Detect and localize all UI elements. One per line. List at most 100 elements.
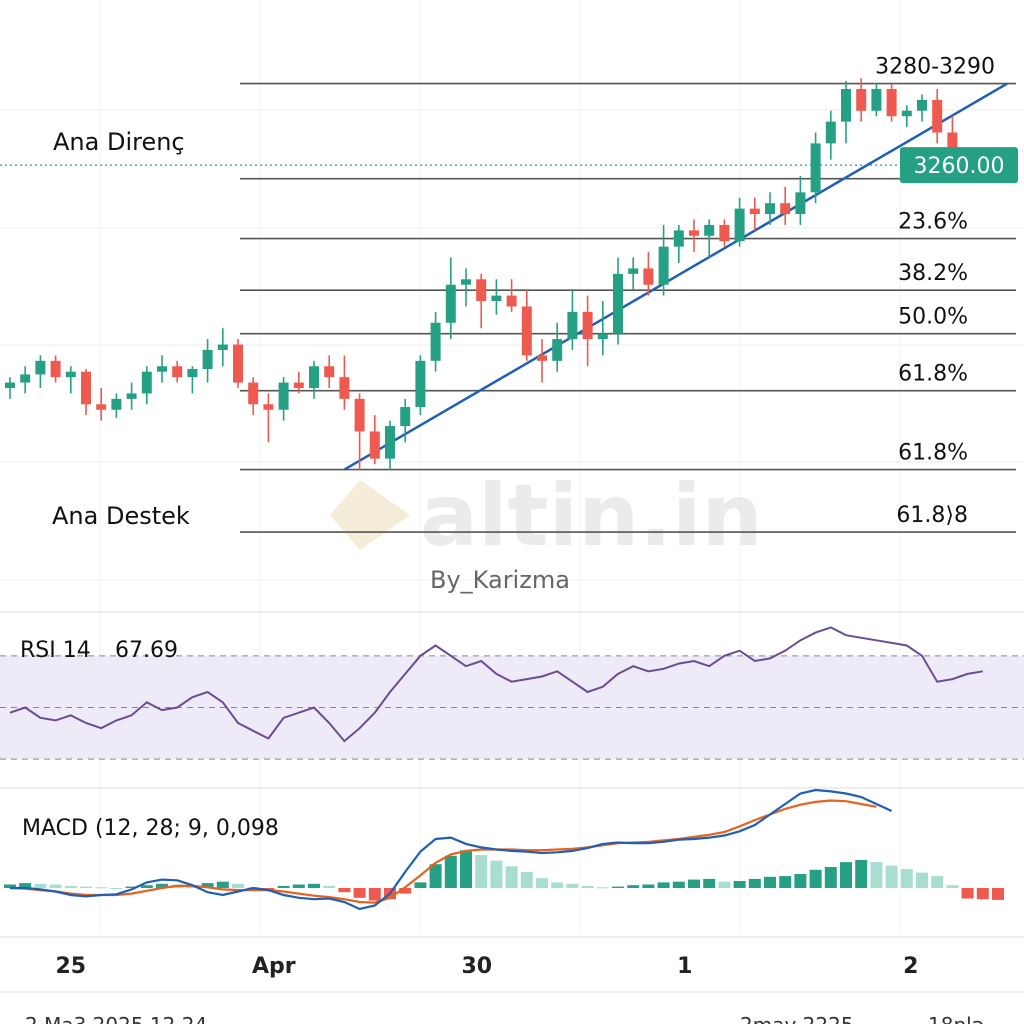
candle-body [567,311,578,340]
candle-body [415,360,426,408]
candle-body [704,224,715,236]
candle-body [461,279,471,285]
candle-body [430,322,441,361]
macd-histogram-bar [201,883,214,888]
candle-body [217,344,228,350]
macd-histogram-bar [80,886,92,888]
resistance-label: Ana Direnç [53,128,185,156]
trendline [343,82,1008,471]
rsi-value: 67.69 [115,638,178,663]
macd-histogram-bar [19,883,32,888]
byline-label: By_Karizma [430,566,570,594]
macd-histogram-bar [216,881,229,888]
level-label: 23.6% [898,210,968,235]
candle-body [187,368,198,378]
candle-body [856,89,867,111]
macd-histogram-bar [931,876,944,888]
macd-histogram-bar [277,885,290,888]
candle-body [385,426,395,459]
macd-histogram-bar [779,876,792,888]
x-axis-tick-label: Apr [252,954,296,979]
macd-histogram-bar [399,888,412,894]
macd-histogram-bar [308,883,320,888]
candle-body [689,230,699,236]
macd-histogram-bar [292,884,305,888]
macd-histogram-bar [596,887,609,889]
candle-body [810,143,821,193]
candle-body [582,311,593,340]
macd-histogram-bar [64,885,77,888]
candle-body [825,121,836,144]
macd-histogram-bar [718,881,731,888]
candle-body [35,360,46,375]
candle-body [491,295,502,302]
macd-histogram-bar [672,881,685,888]
macd-histogram-bar [992,888,1004,900]
macd-histogram-bar [110,888,123,889]
rsi-title: RSI 14 [20,638,91,663]
macd-histogram-bar [490,860,503,888]
macd-histogram-bar [809,869,822,888]
candle-body [263,404,274,410]
candle-body [369,431,380,459]
price-levels: 3280-3290 23.6% 38.2% 50.0% 61.8% 61.8% 61.8⟩8 [240,55,1016,533]
candle-body [50,360,61,378]
level-label: 3280-3290 [875,55,995,80]
macd-histogram-bar [156,883,168,888]
candle-body [248,382,259,405]
candle-body [521,306,532,356]
candle-body [126,393,137,399]
candle-body [552,339,563,361]
candle-body [96,404,107,410]
candle-body [613,273,623,334]
macd-histogram-bar [232,883,244,888]
level-label: 61.8% [898,362,968,387]
candle-body [202,349,213,369]
candle-body [537,355,547,361]
candle-body [293,382,304,388]
footer-extra: 18plə [928,1013,984,1024]
macd-histogram-bar [885,865,898,888]
current-price-badge [900,147,1018,184]
macd-histogram-bar [703,878,716,888]
macd-histogram-bar [444,855,457,888]
macd-signal-line [9,799,877,904]
candle-body [172,366,183,378]
candle-body [734,208,745,242]
footer-date-left: 2 Ma3 2025 12.24 [25,1013,207,1024]
candle-body [795,192,806,215]
macd-histogram-bar [642,884,655,888]
candle-body [65,371,76,378]
candle-body [749,208,760,215]
candle-body [917,99,927,111]
x-axis-tick-label: 30 [461,954,492,979]
macd-histogram-bar [536,878,548,888]
macd-histogram-bar [429,864,442,888]
current-price-label: 3260.00 [914,154,1005,179]
candle-body [309,366,319,388]
candle-body [81,371,91,405]
macd-histogram-bar [566,883,579,888]
candle-body [841,89,851,122]
macd-histogram-bar [657,882,670,888]
candle-body [278,382,289,410]
macd-histogram-bar [353,888,366,898]
macd-histogram-bar [414,882,427,888]
level-label: 50.0% [898,305,968,330]
x-axis-tick-label: 1 [677,954,692,979]
candle-body [673,230,684,247]
macd-histogram-bar [95,887,108,889]
candle-body [324,366,335,378]
candle-body [719,224,730,242]
macd-histogram-bar [475,855,488,888]
candle-body [141,371,152,394]
macd-histogram-bar [916,872,928,888]
macd-histogram-bar [855,860,868,888]
macd-histogram-bar [612,886,624,888]
support-label: Ana Destek [52,502,190,530]
macd-histogram-bar [505,866,518,888]
macd-histogram-bar [581,885,594,888]
candle-body [445,284,456,323]
